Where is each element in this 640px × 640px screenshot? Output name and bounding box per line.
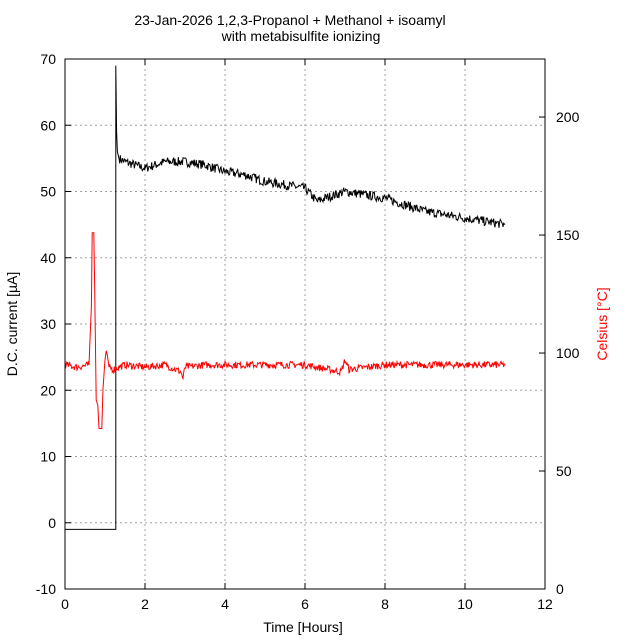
y-tick-label: 10: [40, 449, 56, 465]
y-tick-label: 50: [40, 184, 56, 200]
x-tick-label: 4: [221, 596, 229, 612]
x-tick-label: 12: [537, 596, 553, 612]
y2-tick-label: 200: [556, 109, 580, 125]
y2-axis-label: Celsius [°C]: [594, 287, 610, 360]
y2-tick-label: 150: [556, 227, 580, 243]
x-tick-label: 10: [457, 596, 473, 612]
y2-tick-label: 100: [556, 345, 580, 361]
x-tick-label: 2: [141, 596, 149, 612]
current-series-line: [65, 65, 506, 530]
y-tick-label: 0: [48, 515, 56, 531]
chart-title-line1: 23-Jan-2026 1,2,3-Propanol + Methanol + …: [134, 12, 445, 28]
y-tick-label: 30: [40, 316, 56, 332]
temperature-series-line: [64, 232, 506, 429]
y-tick-label: 40: [40, 250, 56, 266]
x-tick-label: 0: [61, 596, 69, 612]
chart-title-line2: with metabisulfite ionizing: [221, 28, 381, 44]
y-axis-label: D.C. current [µA]: [4, 272, 20, 377]
x-axis-label: Time [Hours]: [263, 619, 343, 635]
y-tick-label: -10: [36, 581, 56, 597]
y2-tick-label: 0: [556, 581, 564, 597]
x-tick-label: 6: [301, 596, 309, 612]
y2-tick-label: 50: [556, 463, 572, 479]
x-tick-label: 8: [381, 596, 389, 612]
y-tick-label: 60: [40, 117, 56, 133]
y-tick-label: 20: [40, 382, 56, 398]
plot-frame: [64, 58, 546, 590]
y-tick-label: 70: [40, 51, 56, 67]
